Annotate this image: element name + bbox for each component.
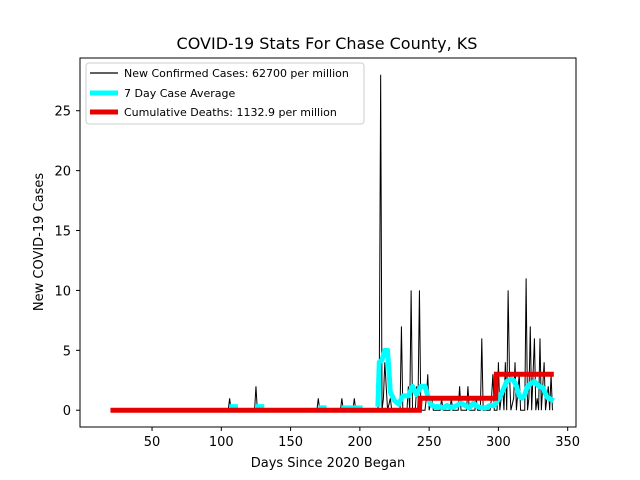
- legend-label-7day-avg: 7 Day Case Average: [124, 87, 236, 100]
- y-tick-label: 5: [63, 344, 71, 359]
- x-tick-label: 300: [486, 435, 511, 450]
- x-tick-label: 100: [209, 435, 234, 450]
- plot-content: [110, 74, 555, 413]
- legend-label-cumulative-deaths: Cumulative Deaths: 1132.9 per million: [124, 106, 337, 119]
- series-line-new-cases: [110, 74, 553, 411]
- y-tick-label: 20: [54, 165, 71, 180]
- plot-frame: [79, 57, 577, 428]
- x-tick-label: 200: [347, 435, 372, 450]
- x-tick-label: 150: [278, 435, 303, 450]
- series-line-cumulative-deaths: [110, 371, 554, 413]
- chart-title: COVID-19 Stats For Chase County, KS: [177, 34, 478, 53]
- axis-ticks: 50 100 150 200 250 300 350 0 5 10 15 20 25: [54, 105, 580, 450]
- y-tick-label: 10: [54, 284, 71, 299]
- legend-box: [85, 62, 365, 125]
- x-tick-label: 50: [144, 435, 161, 450]
- legend-label-new-cases: New Confirmed Cases: 62700 per million: [124, 67, 349, 80]
- x-tick-label: 250: [417, 435, 442, 450]
- x-axis-label: Days Since 2020 Began: [251, 456, 406, 471]
- y-tick-label: 15: [54, 225, 71, 240]
- y-tick-label: 0: [63, 404, 71, 419]
- y-tick-label: 25: [54, 105, 71, 120]
- legend: New Confirmed Cases: 62700 per million 7…: [85, 62, 365, 125]
- series-line-7day-avg-5: [375, 347, 555, 411]
- y-axis-label: New COVID-19 Cases: [32, 173, 47, 311]
- x-tick-label: 350: [555, 435, 580, 450]
